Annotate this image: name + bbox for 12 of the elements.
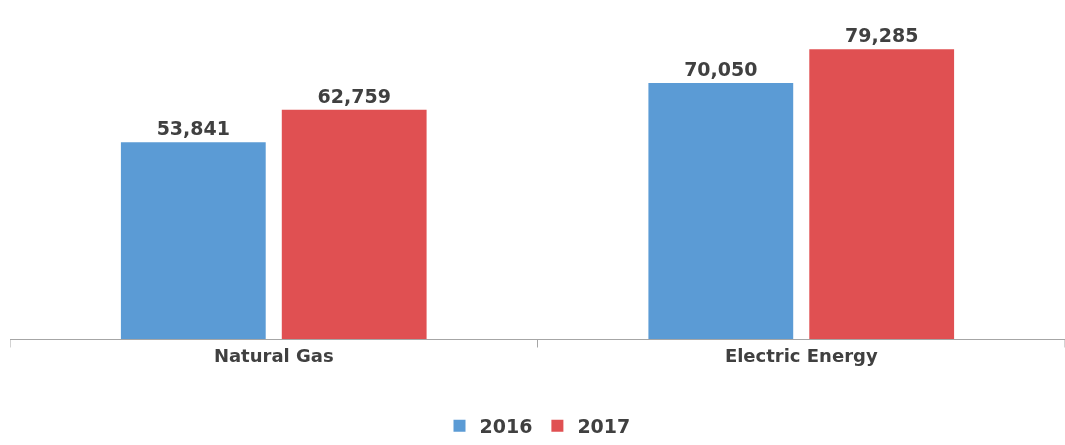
bar — [120, 142, 266, 339]
data-label: 62,759 — [317, 84, 391, 107]
bar — [809, 49, 955, 339]
data-label: 53,841 — [156, 117, 230, 140]
data-label: 70,050 — [684, 58, 758, 81]
bar — [281, 109, 427, 339]
x-tick-label: Electric Energy — [724, 344, 878, 366]
legend-label: 2016 — [479, 415, 533, 438]
bar — [648, 83, 794, 339]
x-tick-label: Natural Gas — [213, 344, 334, 366]
data-label: 79,285 — [845, 24, 919, 47]
legend-label: 2017 — [577, 415, 631, 438]
